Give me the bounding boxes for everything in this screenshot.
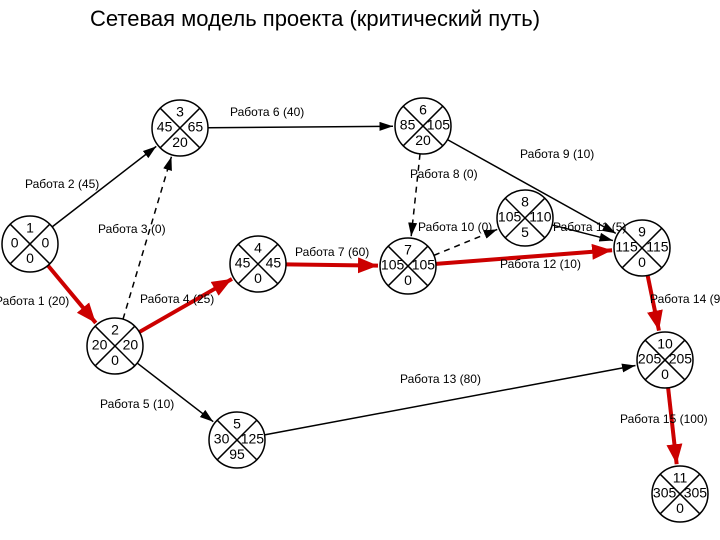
node-right: 115 [646, 239, 669, 255]
node-bottom: 0 [26, 250, 34, 266]
node-right: 0 [42, 235, 50, 251]
event-node: 10205 2050 [637, 332, 693, 388]
node-bottom: 20 [415, 132, 431, 148]
edge-label: Работа 13 (80) [400, 372, 481, 386]
node-top: 8 [521, 193, 529, 209]
node-top: 4 [254, 239, 262, 255]
edge-label: Работа 4 (25) [140, 292, 214, 306]
edge-label: Работа 15 (100) [620, 412, 708, 426]
node-bottom: 0 [254, 270, 262, 286]
edge-label: Работа 8 (0) [410, 167, 478, 181]
node-left: 30 [214, 431, 230, 447]
event-node: 220 200 [87, 318, 143, 374]
edge-label: Работа 1 (20) [0, 294, 69, 308]
node-top: 6 [419, 101, 427, 117]
node-left: 105 [381, 257, 405, 273]
node-top: 2 [111, 321, 119, 337]
edge-label: Работа 3 (0) [98, 222, 166, 236]
node-right: 305 [684, 485, 708, 501]
event-node: 345 6520 [152, 100, 208, 156]
node-left: 205 [638, 351, 662, 367]
edge-label: Работа 14 (90) [650, 292, 720, 306]
event-node: 685 10520 [395, 98, 451, 154]
node-bottom: 0 [404, 272, 412, 288]
event-node: 1000 [2, 216, 58, 272]
node-right: 45 [266, 255, 282, 271]
edge-label: Работа 5 (10) [100, 397, 174, 411]
node-top: 11 [673, 469, 688, 485]
node-left: 20 [92, 337, 108, 353]
node-right: 205 [669, 351, 693, 367]
node-top: 7 [404, 241, 412, 257]
node-left: 115 [615, 239, 638, 255]
node-right: 65 [188, 119, 204, 135]
node-right: 110 [529, 209, 552, 225]
node-bottom: 0 [676, 500, 684, 516]
node-left: 105 [498, 209, 522, 225]
node-left: 45 [157, 119, 173, 135]
edge-label: Работа 12 (10) [500, 257, 581, 271]
node-right: 105 [427, 117, 451, 133]
edge-label: Работа 9 (10) [520, 147, 594, 161]
node-left: 0 [11, 235, 19, 251]
edge-label: Работа 11 (5) [553, 220, 626, 234]
node-top: 9 [638, 223, 646, 239]
event-node: 8105 1105 [497, 190, 553, 246]
node-top: 3 [176, 103, 184, 119]
event-node: 530 12595 [209, 412, 265, 468]
edge [286, 264, 378, 265]
edge-label: Работа 7 (60) [295, 245, 369, 259]
node-top: 5 [233, 415, 241, 431]
event-node: 7105 1050 [380, 238, 436, 294]
edge-label: Работа 10 (0) [418, 220, 492, 234]
node-bottom: 95 [229, 446, 245, 462]
node-top: 10 [657, 335, 673, 351]
node-left: 45 [235, 255, 251, 271]
node-bottom: 20 [172, 134, 188, 150]
node-bottom: 0 [111, 352, 119, 368]
node-left: 85 [400, 117, 416, 133]
node-bottom: 0 [661, 366, 669, 382]
node-right: 105 [412, 257, 436, 273]
edge [137, 363, 213, 422]
edge-label: Работа 2 (45) [25, 177, 99, 191]
node-bottom: 5 [521, 224, 529, 240]
edge-label: Работа 6 (40) [230, 105, 304, 119]
node-top: 1 [26, 219, 34, 235]
diagram-title: Сетевая модель проекта (критический путь… [90, 6, 540, 31]
event-node: 11305 3050 [652, 466, 708, 522]
network-diagram: Сетевая модель проекта (критический путь… [0, 0, 720, 540]
node-bottom: 0 [638, 254, 646, 270]
nodes-layer: 1000220200345652044545053012595685105207… [2, 98, 708, 522]
edge [208, 126, 393, 128]
node-right: 125 [241, 431, 265, 447]
node-left: 305 [653, 485, 677, 501]
node-right: 20 [123, 337, 139, 353]
event-node: 445 450 [230, 236, 286, 292]
